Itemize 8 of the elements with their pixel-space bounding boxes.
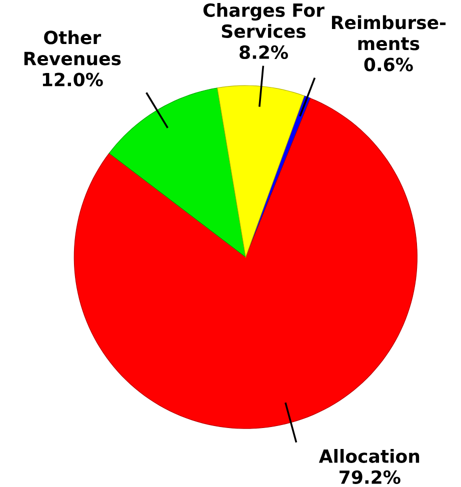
slice-label: Other Revenues	[24, 30, 121, 66]
data-label: 12.0%	[43, 72, 104, 86]
slice-label: Allocation	[319, 448, 420, 463]
slice-label: Reimburse-ments	[332, 15, 446, 50]
slice-label: Charges For Services	[204, 3, 325, 38]
data-label: 79.2%	[340, 470, 401, 484]
data-label: 8.2%	[240, 45, 288, 60]
data-label: 0.6%	[364, 58, 414, 72]
